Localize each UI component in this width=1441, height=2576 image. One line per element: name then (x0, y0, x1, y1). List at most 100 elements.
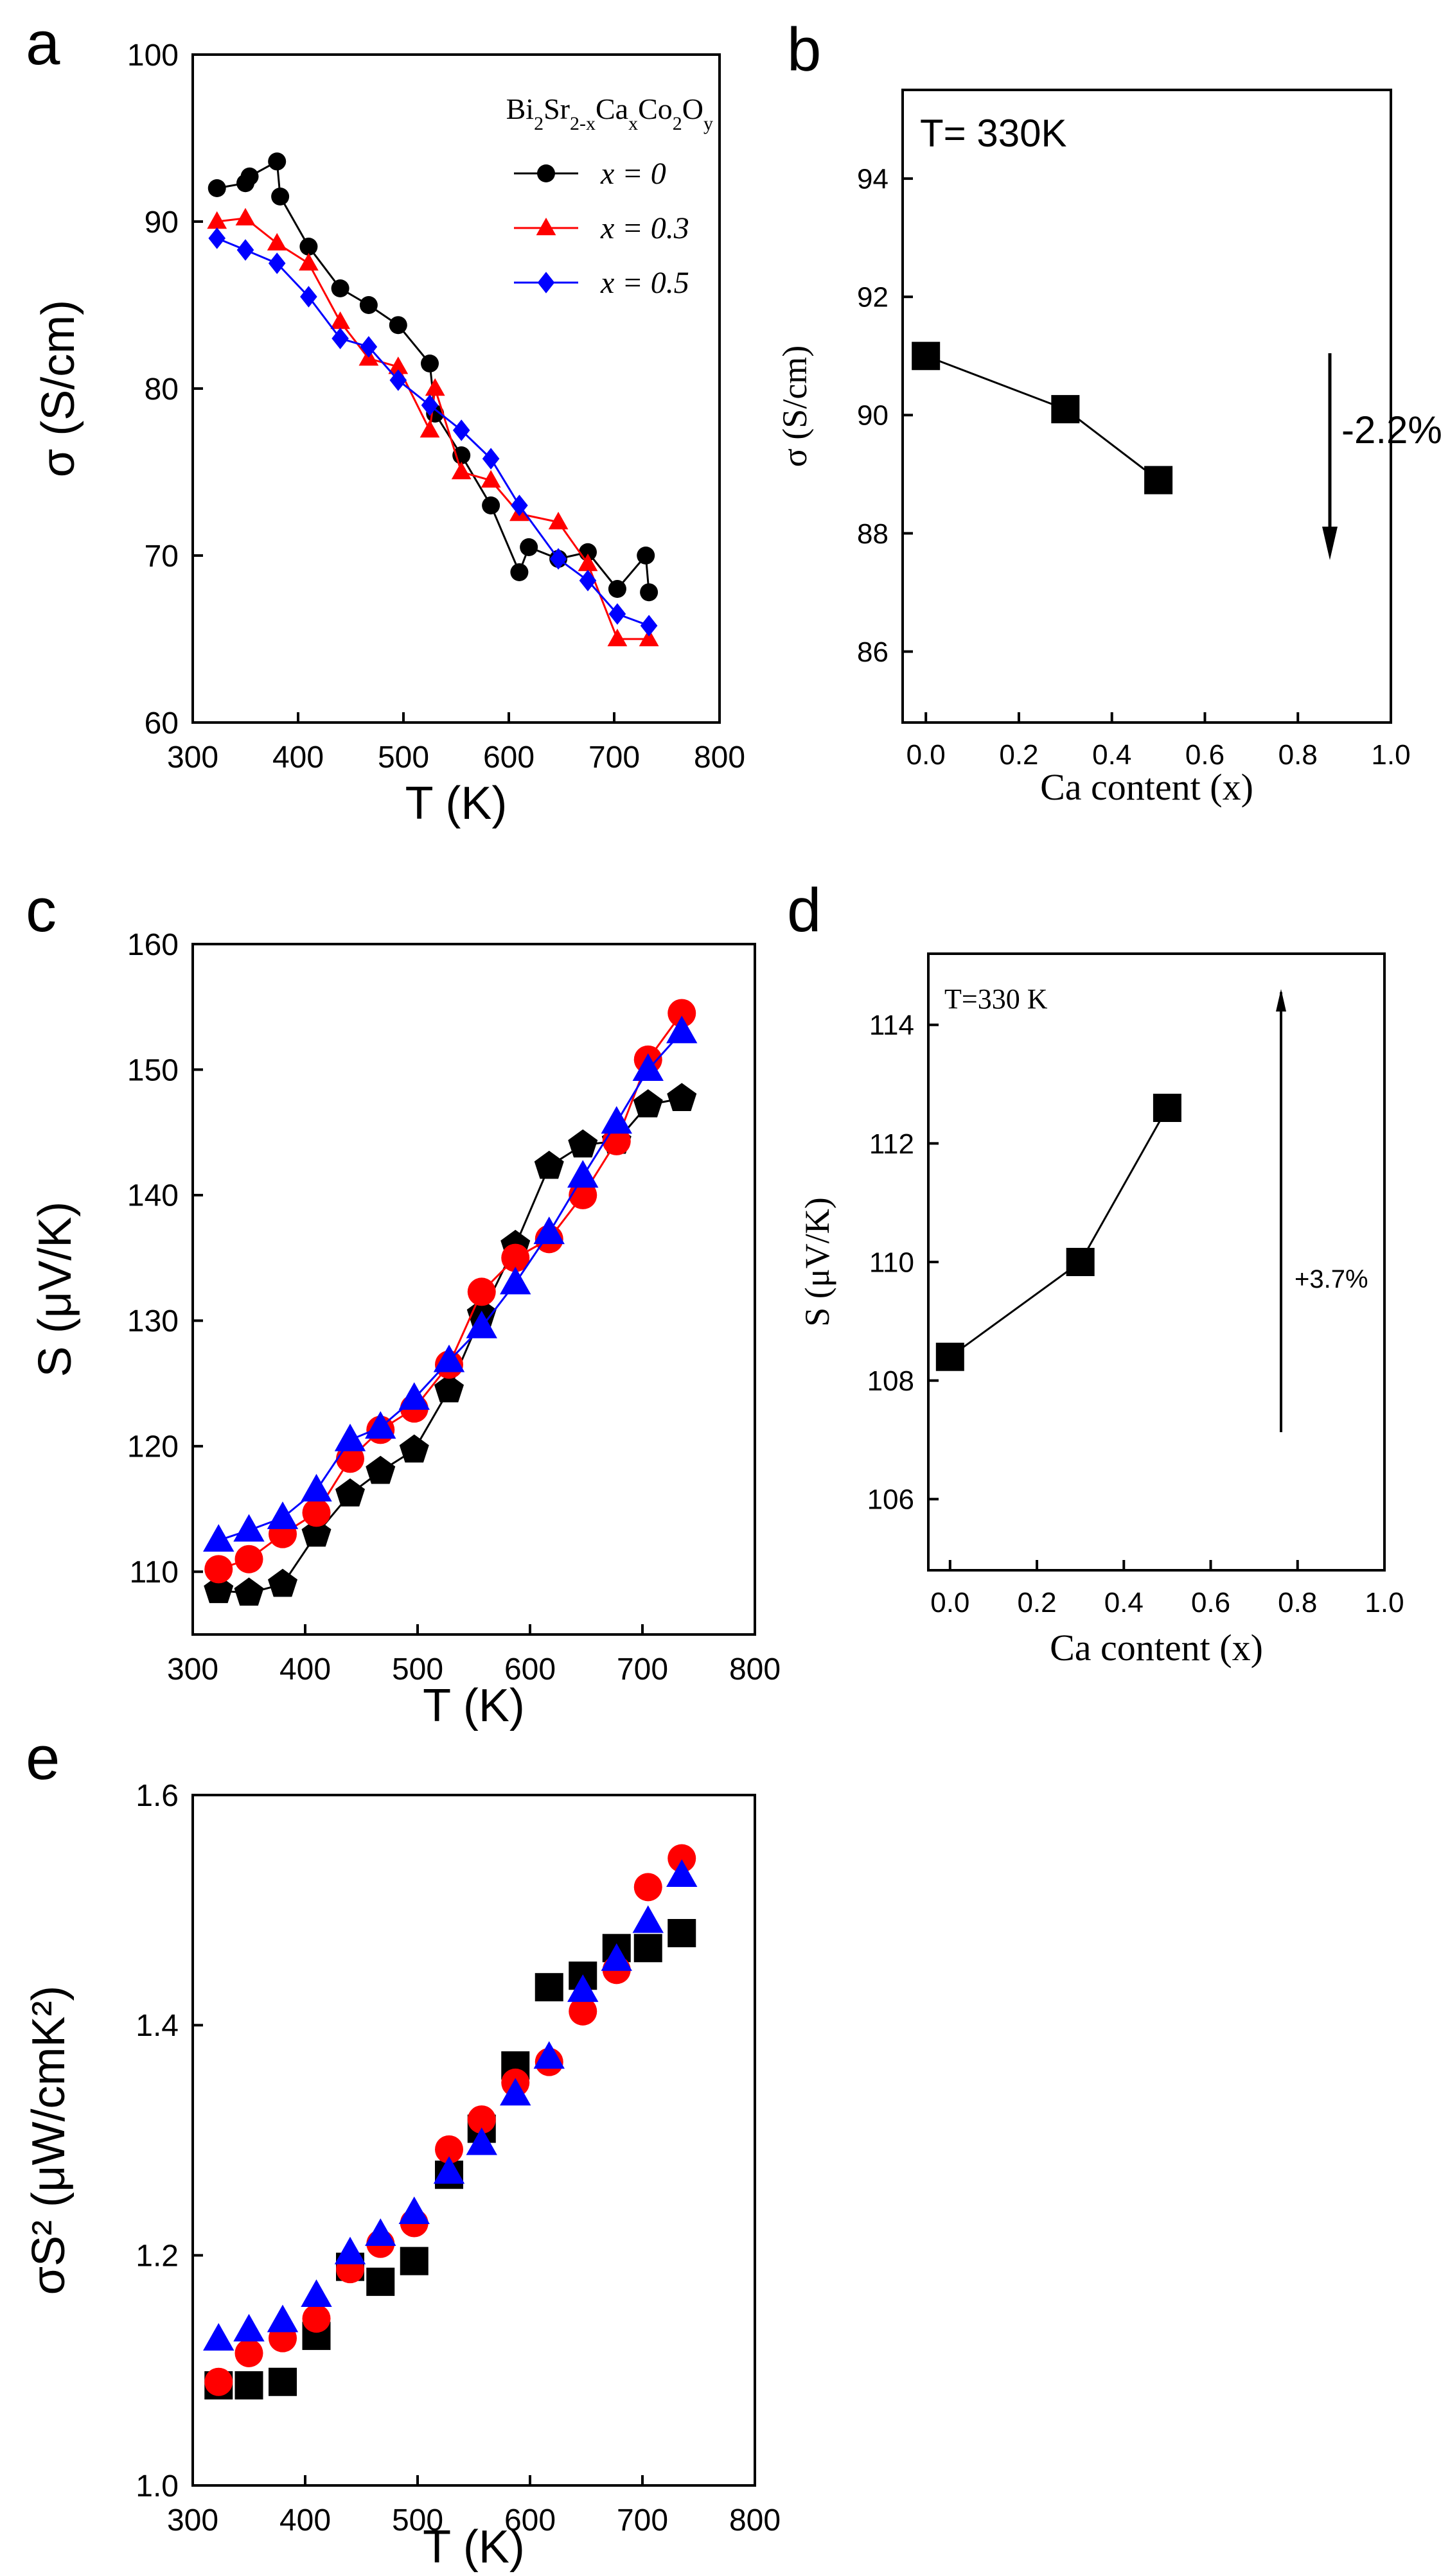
x-tick-label: 600 (483, 740, 535, 775)
data-point (234, 1545, 263, 1573)
data-point (334, 2236, 366, 2265)
data-point (203, 2323, 234, 2351)
data-point (467, 1277, 496, 1306)
x-tick-label: 0.6 (1185, 739, 1224, 771)
data-point (467, 2105, 496, 2134)
data-point (1051, 395, 1080, 424)
data-point (482, 496, 500, 514)
data-point (360, 336, 378, 358)
data-point (567, 1160, 599, 1188)
y-tick-label: 120 (127, 1430, 179, 1464)
data-point (420, 419, 440, 438)
y-tick-label: 86 (857, 636, 888, 668)
x-tick-label: 500 (392, 1652, 443, 1687)
x-tick-label: 0.0 (906, 739, 946, 771)
legend-title-part: 2-x (570, 113, 596, 134)
data-point (500, 1266, 531, 1295)
data-point (482, 448, 500, 469)
series-line (218, 1031, 683, 1541)
y-tick-label: 90 (857, 400, 888, 432)
series-1 (204, 999, 696, 1584)
legend-title-part: x (628, 113, 638, 134)
data-point (667, 1844, 696, 1873)
legend-title-part: Bi (506, 92, 534, 125)
data-point (234, 2338, 263, 2367)
x-tick-label: 700 (617, 2503, 668, 2537)
data-point (269, 2367, 297, 2396)
y-tick-label: 140 (127, 1179, 179, 1213)
x-tick-label: 400 (279, 1652, 331, 1687)
x-tick-label: 0.8 (1278, 739, 1318, 771)
x-tick-label: 0.0 (930, 1587, 969, 1618)
y-tick-label: 160 (127, 928, 179, 962)
data-point (234, 2371, 263, 2400)
chart-panel-c: 300 400 500 600 700 800 110 120 130 140 150 160 T (K… (30, 928, 781, 1731)
legend-title-part: Ca (596, 92, 628, 125)
data-point (567, 1974, 599, 2002)
x-axis-label: Ca content (x) (1040, 766, 1253, 808)
plot-frame (927, 952, 1386, 1572)
data-point (267, 2304, 299, 2333)
data-point (434, 1374, 464, 1403)
data-point (481, 469, 501, 488)
data-point (637, 547, 655, 565)
panel-label-a: a (26, 9, 60, 78)
data-point (533, 1216, 565, 1245)
data-point (435, 2135, 463, 2164)
x-tick-label: 0.8 (1278, 1587, 1317, 1618)
legend-marker (536, 217, 556, 236)
x-axis-label: T (K) (423, 1680, 525, 1731)
y-axis-label: S (μV/K) (30, 1202, 81, 1378)
x-tick-label: 1.0 (1365, 1587, 1404, 1618)
data-point (633, 1089, 663, 1117)
series-line (949, 1107, 1169, 1358)
data-point (433, 2156, 465, 2184)
data-point (421, 355, 439, 372)
data-point (632, 1053, 664, 1082)
x-axis-label: T (K) (423, 2521, 525, 2573)
legend-marker (537, 164, 555, 182)
data-point (1153, 1094, 1181, 1122)
data-point (569, 1997, 597, 2026)
x-tick-label: 0.6 (1191, 1587, 1230, 1618)
legend-title-part: 2 (534, 113, 544, 134)
data-point (501, 1243, 530, 1272)
legend-title-part: Sr (544, 92, 570, 125)
panel-label-b: b (787, 15, 821, 84)
data-point (400, 2247, 429, 2275)
chart-panel-a: 300 400 500 600 700 800 60 70 80 90 100 T (K) σ (S/c… (33, 39, 745, 829)
data-point (300, 286, 317, 308)
legend-label: x = 0 (600, 157, 666, 191)
data-point (240, 167, 259, 186)
data-point (331, 279, 349, 297)
change-arrowhead (1322, 527, 1338, 560)
data-point (365, 1411, 396, 1439)
plot-frame (191, 943, 756, 1636)
x-tick-label: 300 (167, 1652, 218, 1687)
data-point (667, 1083, 697, 1111)
series-line (925, 355, 1160, 481)
data-point (466, 1310, 497, 1338)
data-point (208, 227, 226, 249)
data-point (601, 1943, 632, 1971)
x-tick-label: 700 (617, 1652, 668, 1687)
data-point (534, 1150, 564, 1179)
data-point (1144, 466, 1173, 495)
y-tick-label: 1.2 (136, 2239, 179, 2273)
data-point (366, 1455, 396, 1484)
data-point (389, 369, 407, 391)
series-line (218, 1012, 683, 1570)
legend-title-part: 2 (673, 113, 682, 134)
data-point (568, 1129, 598, 1158)
y-tick-label: 88 (857, 518, 888, 550)
data-point (268, 252, 286, 274)
series-2 (208, 227, 658, 636)
data-point (1066, 1248, 1095, 1276)
y-tick-label: 108 (867, 1365, 914, 1397)
data-point (608, 580, 626, 598)
y-axis-label: σ (S/cm) (33, 300, 84, 477)
y-tick-label: 92 (857, 282, 888, 313)
data-point (510, 563, 529, 581)
data-point (399, 1434, 429, 1463)
data-point (639, 628, 659, 647)
